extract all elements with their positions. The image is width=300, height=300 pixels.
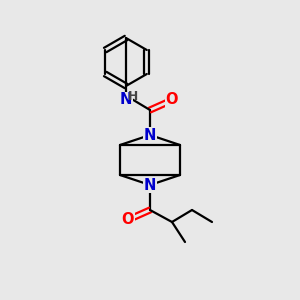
Text: N: N (144, 178, 156, 193)
Text: O: O (122, 212, 134, 227)
Text: N: N (144, 128, 156, 142)
Text: O: O (166, 92, 178, 107)
Text: H: H (128, 89, 138, 103)
Text: N: N (120, 92, 132, 107)
